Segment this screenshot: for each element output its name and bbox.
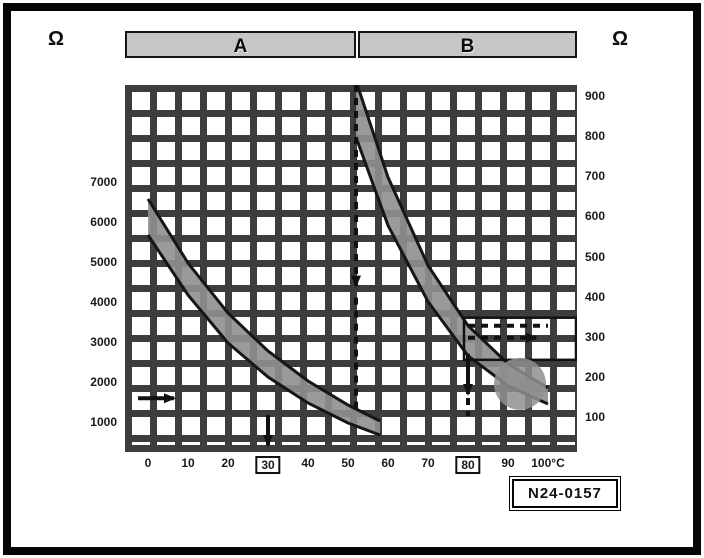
left-axis-tick-3000: 3000 <box>90 335 117 349</box>
x-axis-tick-50: 50 <box>341 456 355 470</box>
x-axis-tick-10: 10 <box>181 456 195 470</box>
right-axis-tick-900: 900 <box>585 89 606 103</box>
band-B-fill <box>356 85 548 404</box>
band-A-lower-edge <box>146 234 381 437</box>
x-axis-tick-0: 0 <box>144 456 152 470</box>
band-B-upper-edge <box>355 85 549 390</box>
left-axis-tick-2000: 2000 <box>90 375 117 389</box>
right-axis-tick-500: 500 <box>585 249 606 264</box>
x-axis-tick-90: 90 <box>501 456 515 470</box>
x-axis-tick-20: 20 <box>221 456 235 470</box>
x-axis-tick-80: 80 <box>455 456 481 474</box>
x-axis-tick-100°C: 100°C <box>531 456 565 470</box>
band-b-header: B <box>358 31 577 58</box>
left-axis-tick-6000: 6000 <box>90 215 117 229</box>
left-axis-unit-label: Ω <box>48 28 65 50</box>
shading-blob <box>494 357 546 410</box>
right-axis-tick-700: 700 <box>585 169 606 184</box>
left-axis-tick-5000: 5000 <box>90 255 117 269</box>
x-axis-tick-60: 60 <box>381 456 395 470</box>
band-A-fill <box>148 199 380 435</box>
left-axis-tick-4000: 4000 <box>90 295 117 309</box>
right-axis-tick-400: 400 <box>585 289 606 304</box>
right-axis-unit-label: Ω <box>612 28 629 50</box>
chart-plot-area <box>125 85 577 452</box>
right-axis-tick-100: 100 <box>585 410 606 424</box>
right-axis-tick-300: 300 <box>585 329 606 344</box>
left-axis-tick-1000: 1000 <box>90 415 117 429</box>
x-axis-tick-70: 70 <box>421 456 435 470</box>
x-axis-tick-40: 40 <box>301 456 315 470</box>
band-A-upper-edge <box>146 198 381 423</box>
right-axis-tick-800: 800 <box>585 129 606 144</box>
right-axis-tick-600: 600 <box>585 209 606 224</box>
right-axis-tick-200: 200 <box>585 369 606 384</box>
left-axis-tick-7000: 7000 <box>90 175 117 189</box>
figure-number-label: N24-0157 <box>512 479 618 508</box>
resistance-curves <box>138 85 577 447</box>
x-axis-tick-30: 30 <box>255 456 281 474</box>
band-a-header: A <box>125 31 356 58</box>
